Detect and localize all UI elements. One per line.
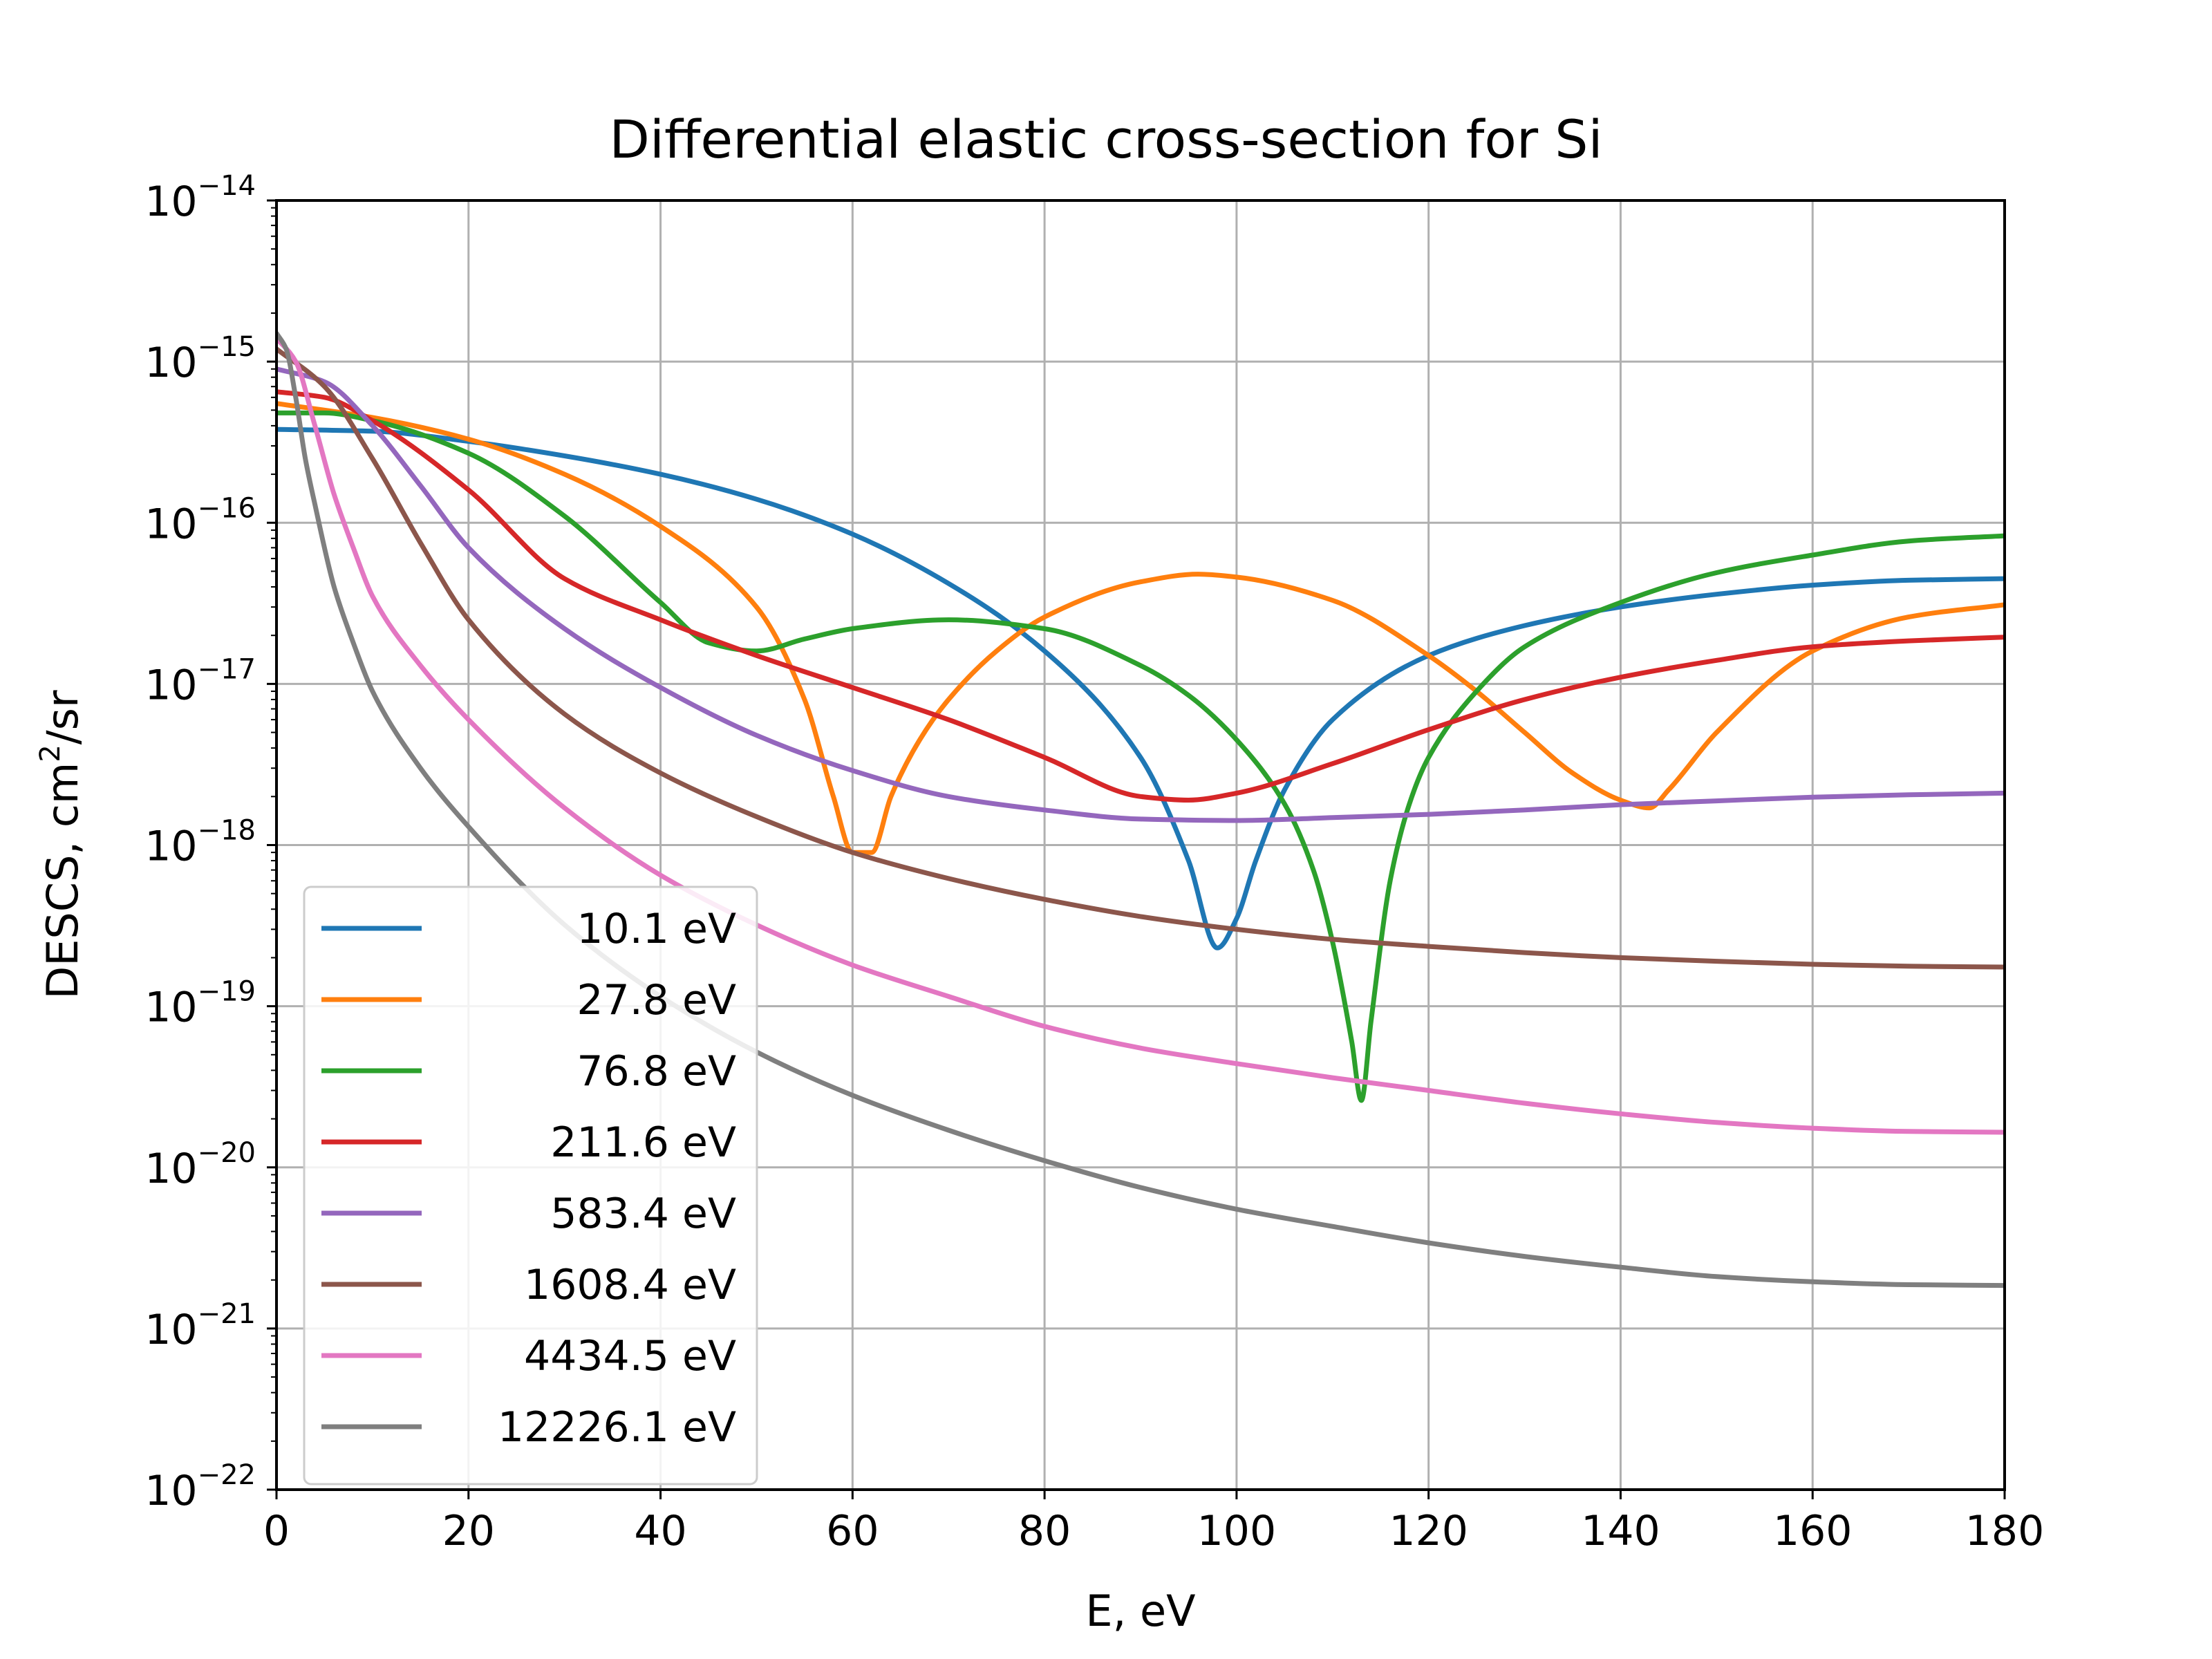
ticks xyxy=(267,199,2006,1499)
x-tick-label: 20 xyxy=(442,1507,495,1555)
legend-label: 27.8 eV xyxy=(577,976,736,1024)
series-line-3 xyxy=(276,389,2005,803)
y-tick-label: 10−16 xyxy=(144,492,256,548)
series-line-0 xyxy=(276,427,2005,950)
legend-label: 76.8 eV xyxy=(577,1047,736,1096)
y-tick-label: 10−15 xyxy=(144,331,256,387)
x-tick-label: 160 xyxy=(1773,1507,1853,1555)
x-tick-label: 100 xyxy=(1197,1507,1277,1555)
x-tick-label: 40 xyxy=(634,1507,686,1555)
x-tick-label: 60 xyxy=(826,1507,879,1555)
series-line-5 xyxy=(276,346,2005,970)
y-tick-label: 10−14 xyxy=(144,170,256,226)
series-line-1 xyxy=(276,401,2005,855)
x-axis-label: E, eV xyxy=(1085,1586,1195,1636)
legend-label: 12226.1 eV xyxy=(498,1403,736,1452)
y-tick-label: 10−19 xyxy=(144,976,256,1032)
series-layer xyxy=(276,330,2005,1288)
series-line-2 xyxy=(276,410,2005,1103)
x-tick-labels: 0 20 40 60 80 100 120 140 160 180 xyxy=(263,1507,2044,1555)
y-tick-label: 10−22 xyxy=(144,1459,256,1515)
x-tick-label: 80 xyxy=(1018,1507,1071,1555)
x-tick-label: 120 xyxy=(1389,1507,1468,1555)
x-tick-label: 0 xyxy=(263,1507,290,1555)
series-line-7 xyxy=(276,330,2005,1288)
y-axis-label: DESCS, cm2/sr xyxy=(35,690,88,999)
x-tick-label: 180 xyxy=(1965,1507,2045,1555)
legend-label: 10.1 eV xyxy=(577,905,736,953)
y-tick-labels: 10−14 10−15 10−16 10−17 10−18 10−19 10−20 10−21… xyxy=(144,170,256,1515)
legend-label: 583.4 eV xyxy=(550,1190,736,1238)
x-tick-label: 140 xyxy=(1581,1507,1660,1555)
y-tick-label: 10−21 xyxy=(144,1298,256,1354)
legend-box xyxy=(303,885,758,1485)
y-tick-label: 10−18 xyxy=(144,815,256,871)
legend: 10.1 eV 27.8 eV 76.8 eV 211.6 eV 583.4 eV 160… xyxy=(303,885,758,1485)
series-line-4 xyxy=(276,366,2005,823)
legend-label: 4434.5 eV xyxy=(524,1332,736,1380)
chart-title: Differential elastic cross-section for S… xyxy=(609,109,1602,170)
y-tick-label: 10−17 xyxy=(144,653,256,709)
legend-label: 1608.4 eV xyxy=(524,1261,736,1309)
legend-label: 211.6 eV xyxy=(550,1118,736,1167)
y-tick-label: 10−20 xyxy=(144,1137,256,1193)
series-line-6 xyxy=(276,335,2005,1135)
